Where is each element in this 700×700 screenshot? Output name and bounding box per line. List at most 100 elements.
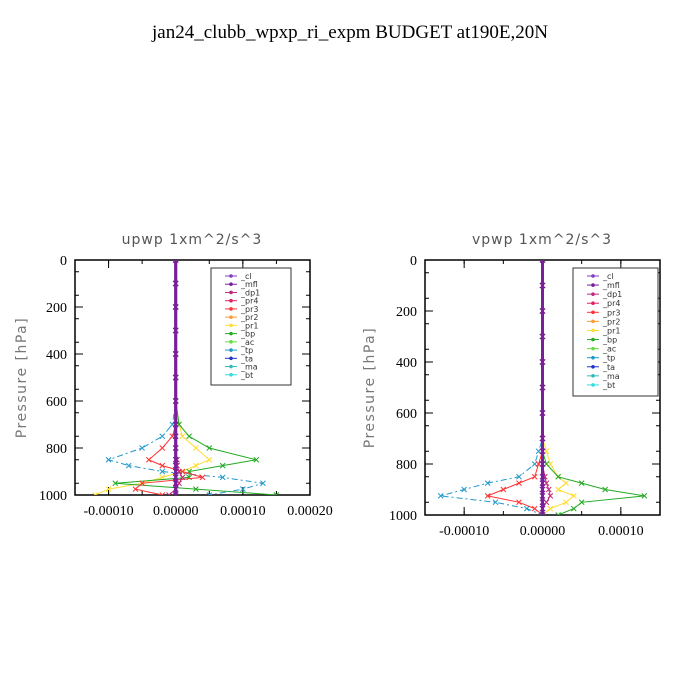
legend-label: _pr3 [602,308,620,317]
series-point-tp [159,433,166,440]
series-point-pr3 [199,474,206,481]
y-tick-label: 600 [46,395,67,410]
series-point-mfl [172,468,179,475]
y-tick-label: 400 [396,356,417,371]
series-point-pr1 [193,462,199,469]
main-title: jan24_clubb_wpxp_ri_expm BUDGET at190E,2… [152,22,548,43]
series-point-pr3 [531,505,538,512]
series-point-mfl [539,499,546,506]
series-point-mfl [539,505,546,512]
y-tick-label: 1000 [389,509,417,524]
series-point-mfl [172,351,179,357]
y-tick-label: 1000 [39,489,67,504]
legend-label: _pr1 [240,321,258,330]
legend-marker [591,310,595,315]
series-point-tp [206,492,213,495]
series-point-pr1 [547,505,554,512]
series-point-mfl [172,260,179,263]
legend-marker [229,307,233,311]
series-point-mfl [539,333,546,340]
series-point-pr1 [206,456,213,463]
legend-label: _bt [240,371,253,380]
series-point-mfl [539,435,546,442]
legend-label: _ac [240,338,254,347]
legend-marker [229,364,233,369]
series-point-tp [159,468,166,475]
legend-label: _pr4 [602,299,620,308]
series-point-pr3 [139,480,145,487]
legend-box [572,267,659,397]
legend-marker [229,348,233,352]
x-tick-label: 0.00000 [153,504,199,519]
series-point-mfl [539,461,546,467]
legend-label: _pr2 [602,317,620,326]
plot-frame [74,259,311,496]
series-point-pr1 [563,499,569,506]
x-tick-label: -0.00010 [439,524,489,539]
series-point-bp [578,480,585,486]
legend-marker [229,282,233,287]
y-tick-label: 0 [410,254,417,269]
legend-label: _ta [240,354,253,363]
series-point-pr3 [159,445,166,451]
series-point-bp [253,456,260,463]
series-point-mfl [172,327,179,334]
series-point-pr3 [146,456,152,463]
legend-marker [591,301,595,306]
series-point-bp [602,486,609,493]
series-point-dp1 [547,493,554,499]
series-point-bp [555,512,562,515]
series-point-tp [437,493,444,499]
series-point-mfl [172,456,179,463]
legend-marker [591,355,595,360]
series-point-bp [555,473,562,480]
legend-label: _mfl [602,281,620,290]
series-line-tp [440,260,543,515]
series-point-pr3 [531,473,538,480]
series-point-tp [125,462,132,469]
series-point-bp [186,433,192,440]
legend-marker [591,319,595,324]
legend-label: _cl [240,272,252,281]
series-point-pr3 [159,492,166,495]
series-point-bp [219,462,226,469]
series-point-mfl [172,433,179,440]
series-point-pr3 [516,499,522,506]
legend-label: _ta [602,363,615,372]
legend-marker [591,283,595,287]
legend-marker [591,328,595,333]
y-tick-label: 200 [396,305,417,320]
legend-marker [591,374,595,378]
series-point-mfl [172,398,179,404]
legend-label: _mfl [240,280,258,289]
series-point-tp [139,445,145,451]
series-point-bp [112,480,119,487]
x-tick-label: 0.00020 [287,504,333,519]
series-point-mfl [172,480,179,487]
panel-title: vpwp 1xm^2/s^3 [472,232,612,248]
series-point-mfl [172,462,179,469]
legend-label: _pr4 [240,297,258,306]
legend-marker [229,315,233,319]
legend-marker [591,346,595,351]
legend-marker [229,340,233,344]
series-point-mfl [539,473,546,480]
legend-marker [229,274,233,278]
series-point-mfl [539,282,546,289]
series-point-tp [219,474,226,481]
series-point-tp [461,486,468,493]
legend-label: _bt [602,381,615,390]
legend-marker [591,364,595,369]
legend-label: _dp1 [240,288,260,297]
legend-label: _bp [240,330,255,339]
legend-marker [229,323,233,328]
series-group [92,260,280,495]
series-point-mfl [172,421,179,428]
series-point-mfl [539,260,546,263]
legend-marker [591,292,595,296]
y-axis-label: Pressure [hPa] [362,327,378,448]
series-point-mfl [539,480,546,486]
series-point-pr3 [484,493,491,499]
